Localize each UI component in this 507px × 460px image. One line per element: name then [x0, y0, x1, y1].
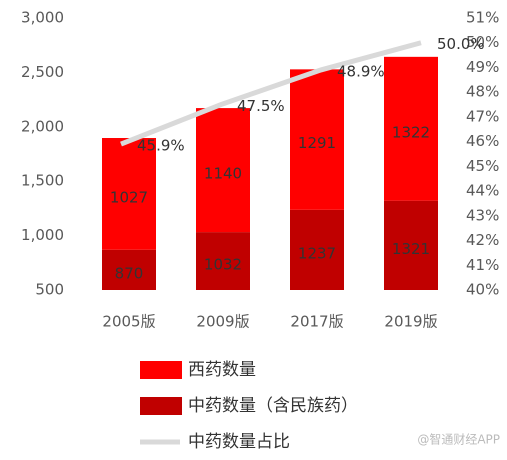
data-label: 1291 [298, 134, 336, 152]
data-label: 870 [115, 264, 144, 282]
y2-tick-label: 50% [466, 33, 499, 51]
y-tick-label: 3,000 [21, 9, 64, 27]
y2-tick-label: 51% [466, 9, 499, 27]
y2-tick-label: 44% [466, 182, 499, 200]
bar [196, 232, 250, 290]
bar [384, 56, 438, 201]
y2-tick-label: 48% [466, 83, 499, 101]
legend-label: 中药数量（含民族药） [188, 396, 358, 416]
line [120, 40, 422, 147]
y2-tick-label: 43% [466, 206, 499, 224]
bar [196, 108, 250, 233]
legend-swatch [140, 397, 182, 415]
x-tick-label: 2005版 [102, 313, 155, 331]
data-label: 1032 [204, 256, 242, 274]
legend-swatch [140, 361, 182, 379]
data-label: 1322 [392, 123, 430, 141]
data-label: 1027 [110, 188, 148, 206]
data-label: 47.5% [237, 97, 285, 115]
y2-tick-label: 49% [466, 58, 499, 76]
data-label: 50.0% [437, 35, 485, 53]
data-label: 1321 [392, 240, 430, 258]
bar [102, 138, 156, 250]
y2-tick-label: 41% [466, 256, 499, 274]
y2-tick-label: 42% [466, 231, 499, 249]
y2-tick-label: 47% [466, 107, 499, 125]
x-tick-label: 2019版 [384, 313, 437, 331]
legend-label: 西药数量 [188, 360, 256, 380]
y2-tick-label: 40% [466, 281, 499, 299]
bar [290, 209, 344, 290]
bar [102, 249, 156, 290]
y-tick-label: 500 [35, 281, 64, 299]
legend-label: 中药数量占比 [188, 432, 290, 452]
bar [384, 200, 438, 290]
y-tick-label: 2,000 [21, 117, 64, 135]
y2-tick-label: 46% [466, 132, 499, 150]
x-tick-label: 2009版 [196, 313, 249, 331]
y-tick-label: 1,000 [21, 226, 64, 244]
data-label: 45.9% [137, 137, 185, 155]
y-tick-label: 2,500 [21, 63, 64, 81]
x-tick-label: 2017版 [290, 313, 343, 331]
watermark: @智通财经APP [417, 432, 500, 447]
y-tick-label: 1,500 [21, 172, 64, 190]
y2-tick-label: 45% [466, 157, 499, 175]
data-label: 48.9% [337, 62, 385, 80]
data-label: 1237 [298, 244, 336, 262]
data-label: 1140 [204, 165, 242, 183]
bar [290, 69, 344, 210]
